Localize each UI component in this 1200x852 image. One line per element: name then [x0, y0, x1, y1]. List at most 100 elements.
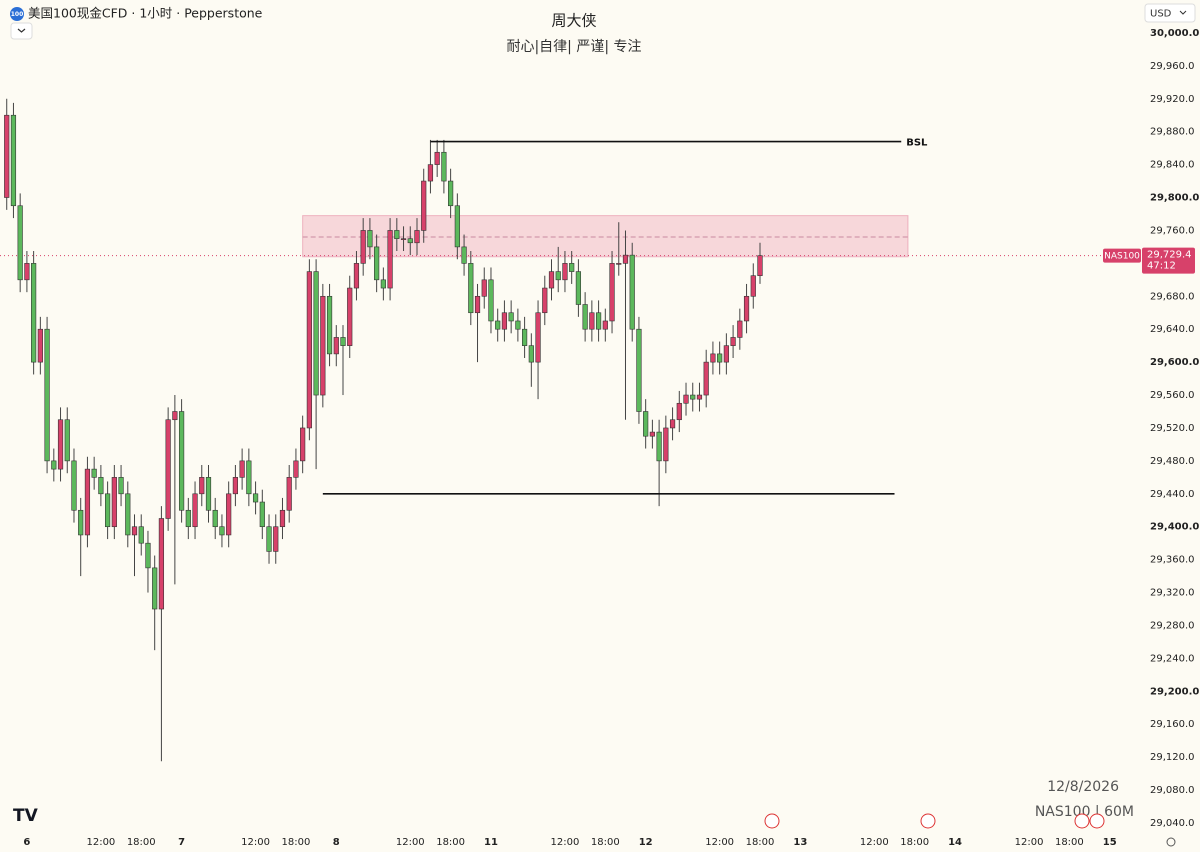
candle-body	[239, 460, 245, 478]
date-note: 12/8/2026	[1047, 779, 1119, 795]
x-tick-label: 13	[793, 837, 807, 848]
y-tick-label: 29,280.0	[1150, 620, 1195, 631]
candle-body	[380, 279, 386, 289]
candle-body	[145, 542, 151, 569]
y-tick-label: 29,040.0	[1150, 818, 1195, 829]
event-icon[interactable]	[1089, 813, 1105, 829]
x-tick-label: 18:00	[591, 837, 620, 848]
y-tick-label: 30,000.0	[1150, 28, 1199, 39]
candle-body	[353, 263, 360, 289]
candle-body	[542, 287, 548, 314]
candle-body	[474, 295, 481, 314]
candle-body	[111, 477, 117, 528]
candle-body	[185, 509, 191, 528]
candle-body	[71, 460, 77, 511]
settings-icon[interactable]	[1166, 837, 1176, 847]
collapse-button[interactable]	[10, 22, 33, 40]
y-tick-label: 29,640.0	[1150, 324, 1195, 335]
level-label: BSL	[906, 138, 928, 149]
candle-body	[374, 246, 380, 281]
countdown: 47:12	[1147, 261, 1176, 272]
candle-body	[259, 501, 265, 528]
candle-body	[17, 205, 23, 281]
x-tick-label: 11	[484, 837, 498, 848]
candle-body	[441, 151, 447, 182]
x-tick-label: 15	[1103, 837, 1117, 848]
candle-body	[252, 493, 259, 503]
candle-body	[205, 477, 212, 511]
candle-body	[663, 427, 669, 462]
candle-body	[387, 230, 393, 289]
candle-body	[10, 114, 17, 207]
currency-caret	[1179, 10, 1187, 15]
candle-body	[219, 526, 225, 536]
chart-title: 周大侠	[551, 12, 596, 30]
x-tick-label: 12:00	[1015, 837, 1044, 848]
candle-body	[306, 271, 312, 429]
candle-body	[98, 477, 104, 495]
candle-body	[105, 493, 111, 528]
candle-body	[609, 263, 615, 322]
candle-body	[743, 295, 750, 322]
candle-body	[232, 477, 238, 495]
supply-zone	[302, 215, 909, 258]
y-tick-label: 29,160.0	[1150, 719, 1195, 730]
candle-body	[421, 180, 427, 231]
collapse-icon	[17, 28, 26, 33]
candle-body	[495, 320, 501, 330]
x-tick-label: 18:00	[1055, 837, 1084, 848]
candle-body	[347, 287, 353, 346]
candle-body	[192, 493, 198, 528]
tv-logo: TV	[13, 806, 39, 826]
x-tick-label: 12:00	[705, 837, 734, 848]
candle-body	[602, 320, 608, 330]
candle-body	[78, 509, 84, 536]
y-tick-label: 29,960.0	[1150, 61, 1195, 72]
price-tag-box	[1142, 247, 1195, 274]
y-tick-label: 29,400.0	[1150, 522, 1199, 533]
candle-body	[57, 419, 64, 470]
candle-body	[730, 337, 736, 346]
candle-body	[649, 431, 655, 437]
candle-body	[400, 238, 407, 240]
candle-body	[407, 238, 413, 244]
candle-body	[690, 394, 696, 400]
candle-body	[589, 312, 595, 330]
candle-body	[656, 431, 662, 462]
y-tick-label: 29,120.0	[1150, 752, 1195, 763]
instrument: 美国100现金CFD · 1小时 · Pepperstone	[28, 6, 263, 21]
candle-body	[51, 460, 57, 470]
candle-body	[723, 345, 729, 363]
x-tick-label: 12:00	[241, 837, 270, 848]
event-icon[interactable]	[1074, 813, 1090, 829]
candle-body	[629, 254, 635, 330]
candle-body	[710, 353, 716, 363]
x-tick-label: 18:00	[436, 837, 465, 848]
candle-body	[562, 263, 568, 281]
candle-body	[569, 263, 575, 272]
y-tick-label: 29,920.0	[1150, 94, 1195, 105]
candle-body	[488, 279, 494, 322]
y-tick-label: 29,840.0	[1150, 160, 1195, 171]
currency-button[interactable]	[1144, 3, 1196, 23]
candle-body	[286, 477, 292, 511]
candle-body	[696, 394, 703, 400]
event-icon[interactable]	[764, 813, 780, 829]
candle-body	[535, 312, 541, 363]
candle-body	[367, 230, 373, 248]
y-tick-label: 29,600.0	[1150, 357, 1199, 368]
y-tick-label: 29,800.0	[1150, 193, 1199, 204]
x-tick-label: 18:00	[282, 837, 311, 848]
y-tick-label: 29,200.0	[1150, 686, 1199, 697]
plot-area	[0, 98, 1102, 762]
event-icon[interactable]	[920, 813, 936, 829]
candle-body	[750, 275, 756, 297]
candle-body	[481, 279, 487, 297]
candle-body	[4, 114, 10, 198]
candle-body	[91, 468, 97, 478]
candle-body	[575, 271, 582, 305]
candle-body	[158, 518, 165, 610]
candle-body	[125, 493, 131, 536]
candle-body	[172, 411, 178, 421]
y-tick-label: 29,240.0	[1150, 653, 1195, 664]
